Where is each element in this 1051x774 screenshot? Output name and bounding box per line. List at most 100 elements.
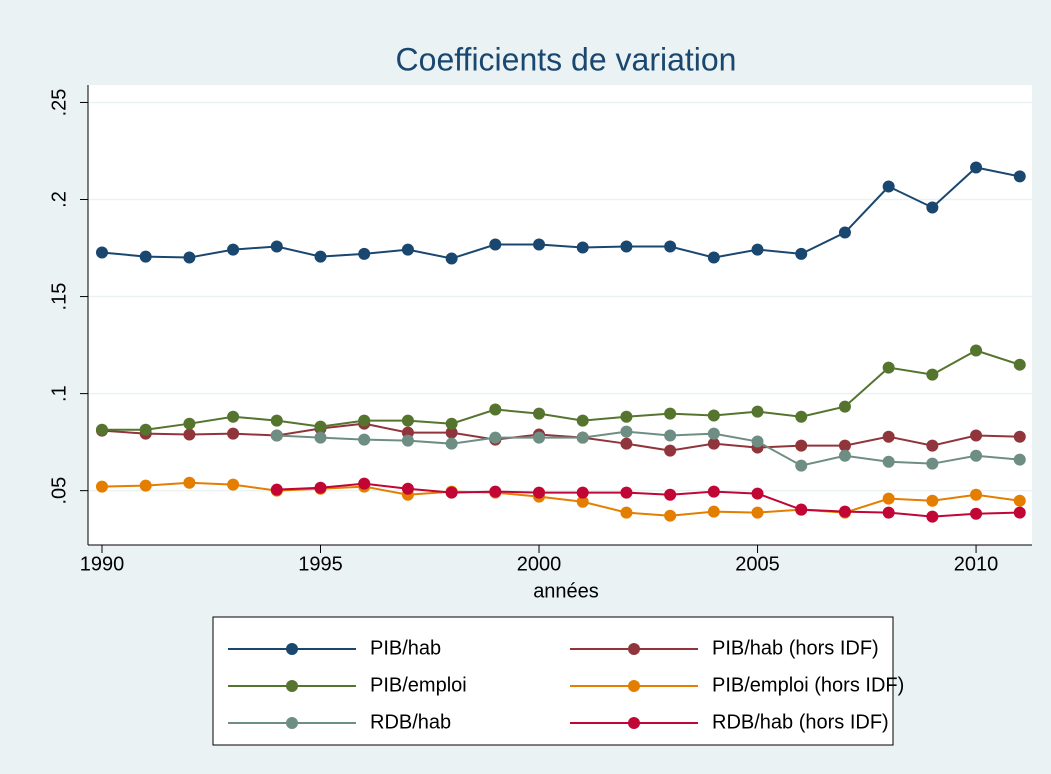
data-point [882,180,895,193]
data-point [751,243,764,256]
data-point [664,444,677,457]
x-tick-label: 1990 [80,553,125,575]
series-line [101,349,1021,431]
data-point [1013,430,1026,443]
y-tick-label: .15 [48,283,70,311]
data-point [227,478,240,491]
data-point [576,241,589,254]
legend-label: PIB/hab [370,637,441,659]
data-point [795,439,808,452]
data-point [183,476,196,489]
data-point [401,243,414,256]
data-point [401,482,414,495]
x-tick-label: 2000 [517,553,562,575]
data-point [970,449,983,462]
data-point [1013,358,1026,371]
data-point [926,510,939,523]
y-tick-label: .2 [48,191,70,208]
y-tick-label: .25 [48,89,70,117]
data-point [489,431,502,444]
data-point [1013,506,1026,519]
legend-swatch-marker [286,717,298,729]
x-axis-title: années [533,580,599,602]
data-point [576,486,589,499]
data-point [664,429,677,442]
y-tick-label: .05 [48,477,70,505]
data-point [620,486,633,499]
data-point [95,480,108,493]
data-point [358,477,371,490]
data-point [751,435,764,448]
data-point [620,437,633,450]
series-line [101,422,1020,452]
data-point [489,238,502,251]
data-point [707,485,720,498]
legend-label: RDB/hab (hors IDF) [712,711,889,733]
x-tick-label: 1995 [298,553,343,575]
data-point [1013,170,1026,183]
chart-title: Coefficients de variation [396,41,737,77]
data-point [139,479,152,492]
data-point [926,201,939,214]
y-tick-label: .1 [48,385,70,402]
data-point [227,243,240,256]
data-point [445,486,458,499]
series-line [101,166,1020,260]
data-point [795,410,808,423]
data-point [664,407,677,420]
data-point [838,449,851,462]
data-point [620,240,633,253]
legend-swatch-marker [628,643,640,655]
data-point [970,507,983,520]
data-point [882,361,895,374]
data-point [795,503,808,516]
data-point [401,434,414,447]
data-point [576,495,589,508]
data-point [620,425,633,438]
data-point [620,410,633,423]
data-point [183,428,196,441]
data-point [664,240,677,253]
data-point [445,437,458,450]
data-point [358,433,371,446]
data-point [707,437,720,450]
data-point [882,455,895,468]
series-line [101,481,1020,517]
data-point [401,414,414,427]
legend-label: PIB/hab (hors IDF) [712,637,879,659]
data-point [970,344,983,357]
data-point [620,506,633,519]
data-point [270,483,283,496]
data-point [358,247,371,260]
data-point [882,430,895,443]
data-point [707,251,720,264]
series-line [276,482,1020,518]
data-point [751,506,764,519]
data-point [270,429,283,442]
data-point [838,226,851,239]
data-point [183,251,196,264]
data-point [314,481,327,494]
data-point [970,488,983,501]
data-point [489,485,502,498]
data-point [533,238,546,251]
legend-label: PIB/emploi [370,674,467,696]
data-point [707,427,720,440]
data-point [926,439,939,452]
data-point [707,505,720,518]
legend-swatch-marker [628,680,640,692]
data-point [533,486,546,499]
data-point [751,487,764,500]
data-point [707,409,720,422]
data-point [270,240,283,253]
data-point [314,250,327,263]
data-point [926,494,939,507]
data-point [533,431,546,444]
data-point [489,403,502,416]
data-point [227,427,240,440]
x-tick-label: 2010 [954,553,999,575]
legend-swatch-marker [628,717,640,729]
x-tick-label: 2005 [735,553,780,575]
data-point [664,509,677,522]
